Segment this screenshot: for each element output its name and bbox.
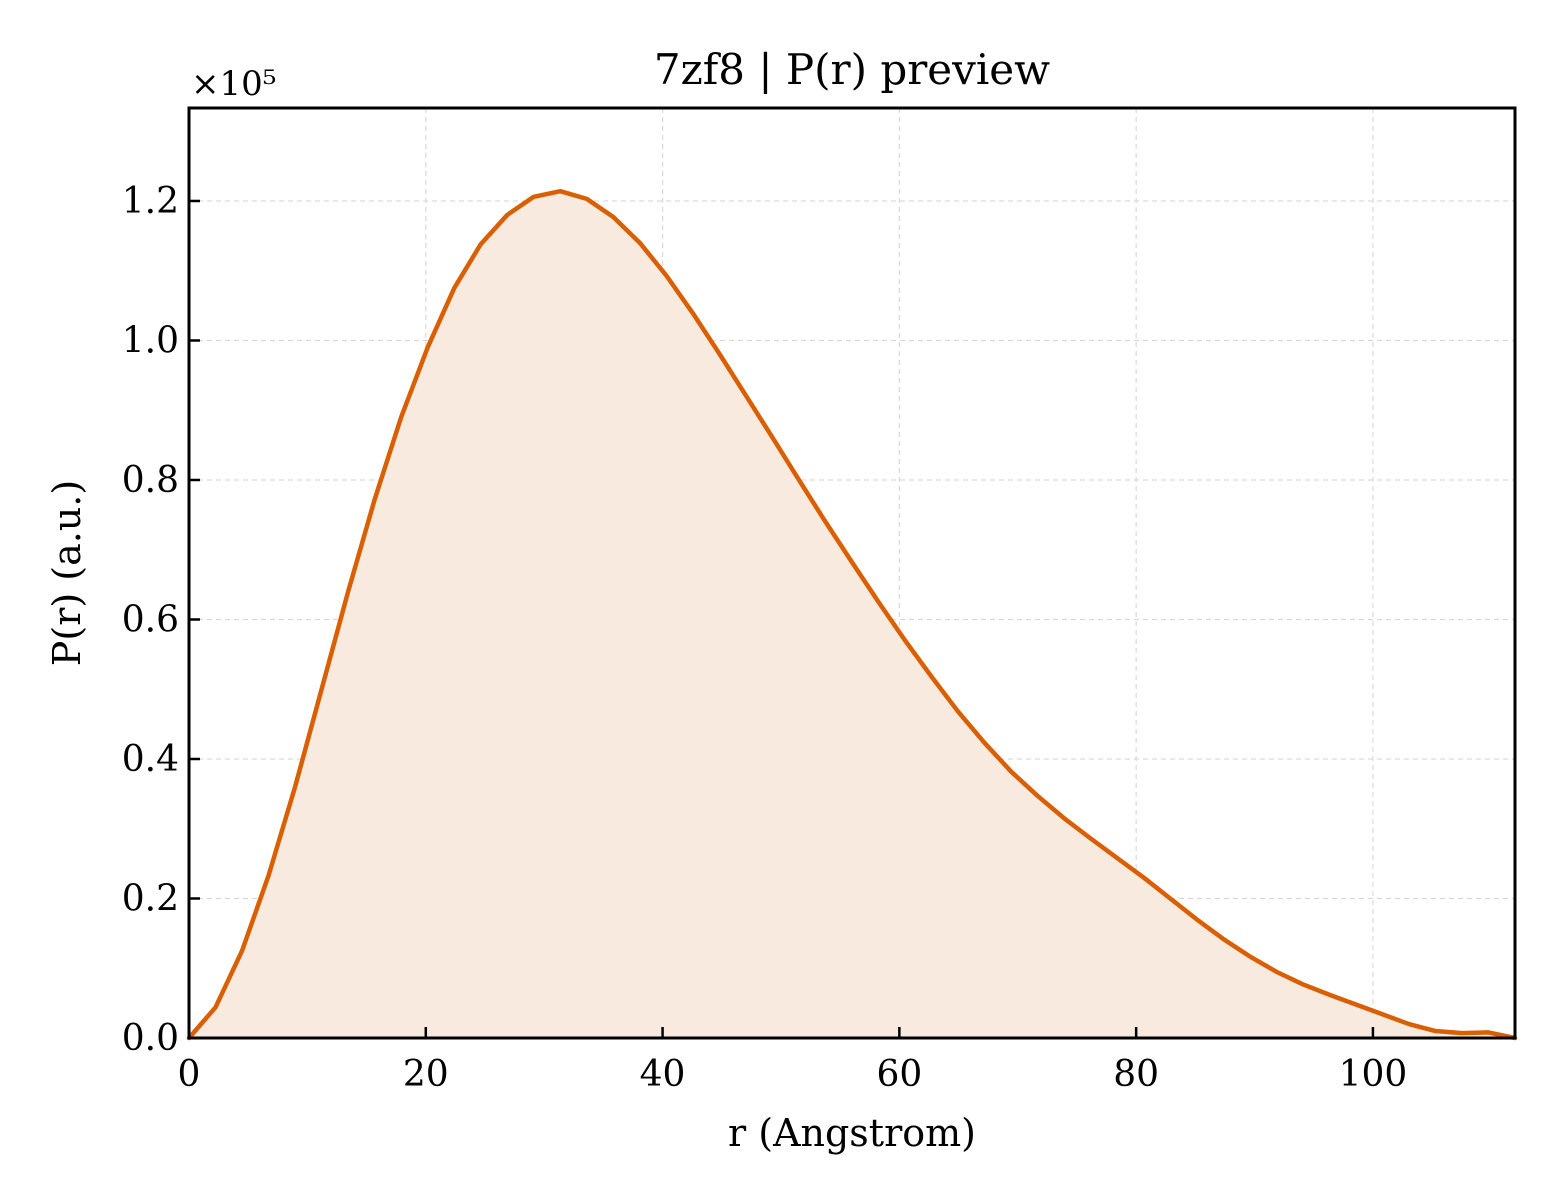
plot-frame xyxy=(187,106,1517,1040)
series-line xyxy=(186,188,1518,1041)
y-axis-label: P(r) (a.u.) xyxy=(45,480,89,666)
y-tick-label: 1.0 xyxy=(122,320,179,361)
tick-labels: 0 20 40 60 80 100 0.0 0.2 0.4 0.6 0.8 1.0 1.2 xyxy=(122,181,1408,1095)
y-tick-label: 0.6 xyxy=(122,599,179,640)
y-tick-label: 0.4 xyxy=(122,739,179,780)
y-tick-label: 0.2 xyxy=(122,878,179,919)
y-tick-label: 0.0 xyxy=(122,1018,179,1059)
x-tick-label: 100 xyxy=(1339,1054,1408,1095)
y-axis-multiplier: ×10⁵ xyxy=(191,64,276,104)
x-tick-label: 20 xyxy=(403,1054,449,1095)
area-fill xyxy=(189,191,1515,1038)
chart-title: 7zf8 | P(r) preview xyxy=(654,45,1050,94)
x-axis-label: r (Angstrom) xyxy=(728,1111,976,1155)
x-tick-label: 60 xyxy=(876,1054,922,1095)
x-tick-label: 0 xyxy=(178,1054,201,1095)
x-tick-label: 80 xyxy=(1113,1054,1159,1095)
x-tick-label: 40 xyxy=(640,1054,686,1095)
y-tick-label: 0.8 xyxy=(122,460,179,501)
y-tick-label: 1.2 xyxy=(122,181,179,222)
